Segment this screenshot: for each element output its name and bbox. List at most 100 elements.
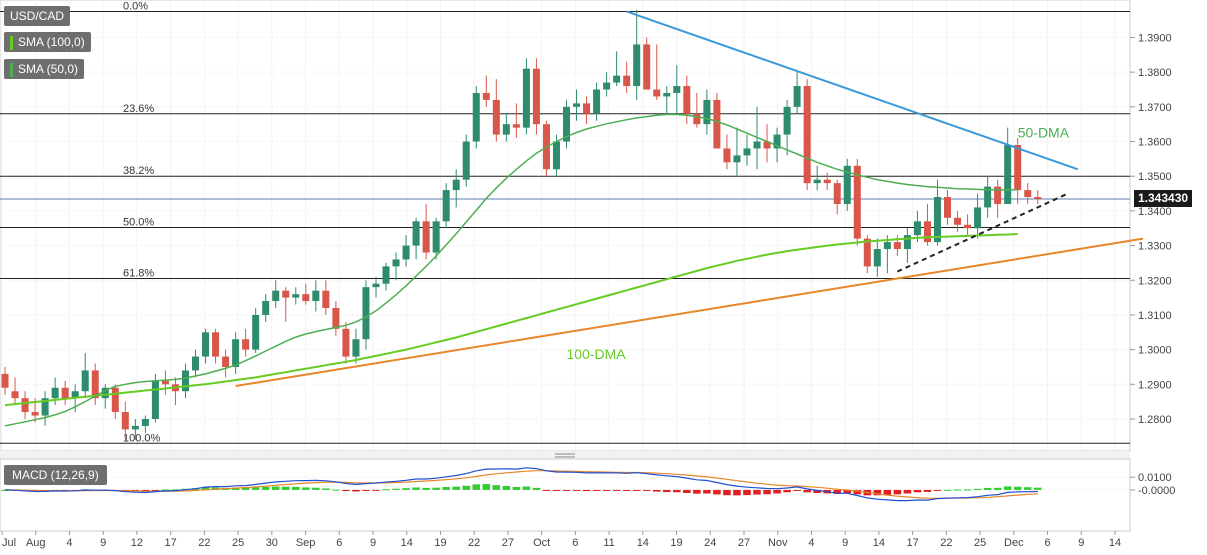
candle-up xyxy=(733,155,741,163)
date-tick-label: 9 xyxy=(370,537,376,549)
macd-histogram-bar xyxy=(783,489,791,493)
date-tick-label: 4 xyxy=(66,537,72,549)
candle-down xyxy=(212,332,220,357)
sma100-swatch xyxy=(10,35,13,50)
date-tick-label: 9 xyxy=(842,537,848,549)
macd-histogram-bar xyxy=(723,489,731,496)
candle-down xyxy=(11,391,19,399)
macd-histogram-bar xyxy=(502,486,511,490)
candle-down xyxy=(512,124,520,128)
macd-histogram-bar xyxy=(853,489,862,495)
macd-histogram-bar xyxy=(512,486,521,490)
macd-histogram-bar xyxy=(582,489,591,492)
panel-divider[interactable] xyxy=(0,451,1130,459)
macd-histogram-bar xyxy=(462,485,470,490)
date-tick-label: 12 xyxy=(131,537,143,549)
price-tick-label: 1.3800 xyxy=(1138,67,1172,79)
candle-up xyxy=(362,287,370,340)
date-tick-label: Aug xyxy=(26,537,46,549)
candle-up xyxy=(312,290,320,302)
candle-down xyxy=(242,339,250,350)
candle-down xyxy=(1014,144,1022,191)
macd-axis: 0.0100-0.0000 xyxy=(1130,472,1175,497)
date-tick-label: 14 xyxy=(873,537,885,549)
macd-histogram-bar xyxy=(1003,486,1012,490)
candle-down xyxy=(161,380,169,385)
macd-histogram-bar xyxy=(903,489,912,494)
macd-histogram-bar xyxy=(522,486,531,490)
candle-down xyxy=(302,294,310,302)
candle-down xyxy=(583,103,591,114)
sma100-line xyxy=(4,233,1018,407)
candle-down xyxy=(863,238,871,267)
macd-histogram-bar xyxy=(372,489,380,491)
macd-histogram-bar xyxy=(612,489,621,491)
candle-up xyxy=(81,370,89,392)
date-tick-label: Nov xyxy=(768,537,788,549)
date-tick-label: 14 xyxy=(401,537,413,549)
candle-up xyxy=(392,259,400,267)
macd-histogram-bar xyxy=(482,484,491,490)
macd-histogram-bar xyxy=(703,489,711,494)
candle-up xyxy=(202,332,210,357)
candle-up xyxy=(783,106,791,135)
macd-histogram-bar xyxy=(893,489,902,495)
macd-histogram-bar xyxy=(813,489,821,494)
candle-down xyxy=(422,221,430,253)
macd-histogram-bar xyxy=(753,489,761,495)
candle-up xyxy=(913,221,921,236)
macd-signal-line xyxy=(4,470,1038,499)
candle-up xyxy=(1004,144,1012,204)
sma50-tag[interactable]: SMA (50,0) xyxy=(4,59,85,79)
macd-histogram-bar xyxy=(392,488,400,490)
macd-tag[interactable]: MACD (12,26,9) xyxy=(4,465,107,485)
date-tick-label: Sep xyxy=(296,537,316,549)
macd-panel xyxy=(0,458,1131,532)
candle-up xyxy=(502,124,510,135)
macd-histogram-bar xyxy=(683,489,691,493)
macd-histogram-bar xyxy=(963,489,972,491)
macd-line xyxy=(4,467,1038,502)
macd-histogram-bar xyxy=(562,489,571,491)
macd-histogram-bar xyxy=(342,489,350,492)
candle-down xyxy=(492,99,500,135)
candle-up xyxy=(151,380,159,419)
macd-histogram-bar xyxy=(572,489,581,491)
candle-down xyxy=(1,373,9,388)
macd-histogram-bar xyxy=(933,489,942,491)
date-tick-label: 4 xyxy=(808,537,814,549)
date-tick-label: 14 xyxy=(637,537,649,549)
candle-down xyxy=(803,86,811,184)
macd-tick-label: 0.0100 xyxy=(1138,472,1172,484)
sma100-tag[interactable]: SMA (100,0) xyxy=(4,32,91,52)
candle-down xyxy=(111,387,119,413)
macd-histogram-bar xyxy=(602,489,611,491)
macd-histogram-bar xyxy=(883,489,892,495)
price-tick-label: 1.3100 xyxy=(1138,310,1172,322)
macd-histogram-bar xyxy=(873,489,882,496)
candle-down xyxy=(643,44,651,90)
candle-up xyxy=(933,197,942,243)
date-tick-label: 17 xyxy=(165,537,177,549)
price-tick-label: 1.3000 xyxy=(1138,345,1172,357)
resistance-trendline xyxy=(626,10,1079,171)
last-price-tag: 1.343430 xyxy=(1134,190,1193,207)
candle-down xyxy=(944,197,952,218)
macd-histogram-bar xyxy=(693,489,701,494)
short-support-trendline xyxy=(896,192,1069,273)
macd-histogram-bar xyxy=(803,489,811,493)
candle-up xyxy=(703,99,711,125)
date-tick-label: Oct xyxy=(533,537,550,549)
candle-down xyxy=(342,328,350,357)
symbol-tag[interactable]: USD/CAD xyxy=(4,6,71,26)
candle-down xyxy=(1024,190,1032,198)
candle-down xyxy=(222,356,230,367)
price-tick-label: 1.2900 xyxy=(1138,379,1172,391)
date-tick-label: 27 xyxy=(502,537,514,549)
date-tick-label: Jul xyxy=(2,537,16,549)
date-tick-label: 25 xyxy=(974,537,986,549)
candle-up xyxy=(793,86,801,107)
candle-up xyxy=(372,283,380,288)
candle-up xyxy=(673,86,681,93)
candle-down xyxy=(282,290,290,298)
